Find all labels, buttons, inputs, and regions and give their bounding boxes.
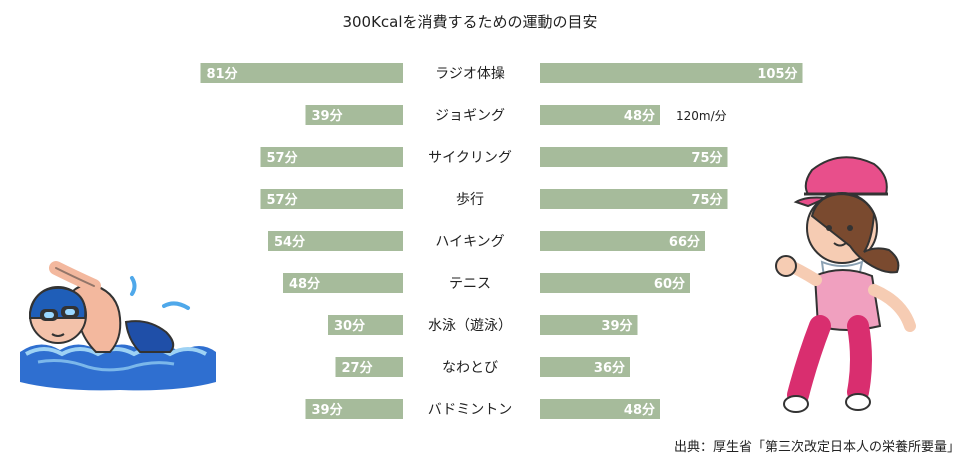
- right-bars: 105分 48分 75分 75分 66分 60分 39分 36分 48分: [540, 63, 803, 419]
- category-label: ラジオ体操: [435, 66, 505, 82]
- right-bar: [540, 357, 630, 377]
- right-bar: [540, 231, 705, 251]
- left-bar: [335, 357, 403, 377]
- chart-title: 300Kcalを消費するための運動の目安: [342, 13, 597, 31]
- right-bar-label: 75分: [691, 192, 722, 208]
- right-bar-label: 36分: [594, 360, 625, 376]
- left-bar-label: 81分: [207, 66, 238, 82]
- left-bar-label: 39分: [312, 402, 343, 418]
- annotation-label: 120m/分: [676, 109, 727, 123]
- right-bar: [540, 399, 660, 419]
- right-bar: [540, 105, 660, 125]
- right-bar-label: 66分: [669, 234, 700, 250]
- runner-illustration: [775, 156, 916, 413]
- right-bar-label: 39分: [601, 318, 632, 334]
- category-label: バドミントン: [428, 402, 512, 418]
- right-bar-label: 75分: [691, 150, 722, 166]
- swimmer-illustration: [20, 261, 216, 391]
- chart-source: 出典：厚生省「第三次改定日本人の栄養所要量」: [674, 439, 960, 455]
- category-label: 水泳（遊泳）: [428, 318, 512, 334]
- right-bar: [540, 189, 728, 209]
- left-bars: 81分 39分 57分 57分 54分 48分 30分 27分 39分: [200, 63, 403, 419]
- right-bar-label: 48分: [624, 108, 655, 124]
- category-label: サイクリング: [428, 150, 512, 166]
- left-bar-label: 48分: [289, 276, 320, 292]
- left-bar: [268, 231, 403, 251]
- category-label: なわとび: [442, 360, 498, 376]
- right-bar-label: 105分: [757, 66, 797, 82]
- left-bar: [260, 189, 403, 209]
- left-bar-label: 39分: [312, 108, 343, 124]
- left-bar: [328, 315, 403, 335]
- left-bar-label: 57分: [267, 150, 298, 166]
- left-bar-label: 57分: [267, 192, 298, 208]
- right-bar: [540, 63, 803, 83]
- category-label: ハイキング: [435, 234, 504, 250]
- left-bar-label: 54分: [274, 234, 305, 250]
- left-bar: [283, 273, 403, 293]
- category-label: テニス: [449, 276, 491, 292]
- right-bar: [540, 273, 690, 293]
- left-bar-label: 27分: [342, 360, 373, 376]
- left-bar: [305, 399, 403, 419]
- right-bar: [540, 315, 638, 335]
- left-bar: [305, 105, 403, 125]
- annotations: 120m/分: [676, 109, 727, 123]
- right-bar-label: 60分: [654, 276, 685, 292]
- right-bar-label: 48分: [624, 402, 655, 418]
- category-label: 歩行: [456, 192, 484, 208]
- left-bar: [200, 63, 403, 83]
- right-bar: [540, 147, 728, 167]
- left-bar: [260, 147, 403, 167]
- category-label: ジョギング: [435, 108, 505, 124]
- left-bar-label: 30分: [334, 318, 365, 334]
